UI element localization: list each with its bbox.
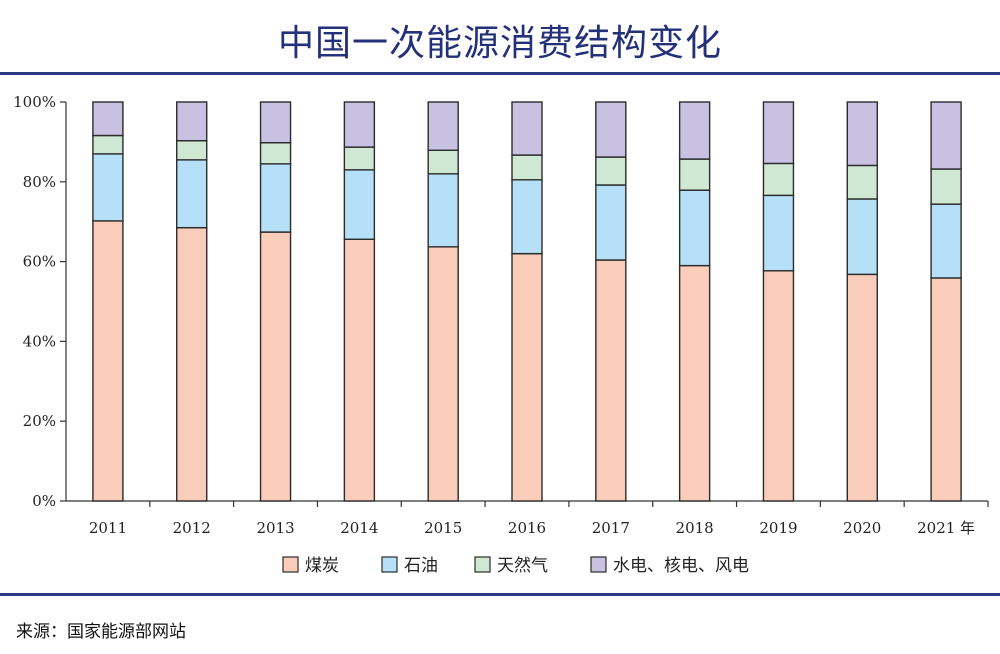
x-tick-label: 2019 xyxy=(759,519,797,537)
bar-segment-2 xyxy=(762,162,795,197)
bar-segment-3 xyxy=(511,101,543,156)
bar-segment-0 xyxy=(678,264,711,502)
bar-segment-1 xyxy=(259,163,292,233)
x-tick-label: 2018 xyxy=(676,519,714,537)
bar-segment-0 xyxy=(930,277,962,502)
bar-segment-2 xyxy=(678,158,711,191)
chart-legend: 煤炭 石油 天然气 水电、核电、风电 xyxy=(282,556,749,576)
x-tick-label: 2014 xyxy=(340,519,378,537)
bar-segment-1 xyxy=(595,184,627,261)
bar-segment-1 xyxy=(427,173,459,248)
source-note: 来源：国家能源部网站 xyxy=(16,622,186,642)
x-tick-label: 2021 年 xyxy=(917,519,975,537)
bar-segment-3 xyxy=(846,101,878,167)
bar-segment-3 xyxy=(259,101,292,144)
legend-swatch-3 xyxy=(590,556,607,573)
bar-segment-3 xyxy=(176,101,208,142)
bar-segment-0 xyxy=(846,273,878,502)
bar-segment-1 xyxy=(176,159,208,229)
bar-segment-2 xyxy=(595,156,627,186)
bar-segment-2 xyxy=(427,149,459,175)
bar-segment-1 xyxy=(678,189,711,267)
bar-segment-2 xyxy=(846,164,878,200)
bar-segment-1 xyxy=(762,194,795,272)
bar-segment-3 xyxy=(678,101,711,160)
bar-segment-0 xyxy=(343,238,376,502)
bar-segment-2 xyxy=(92,134,124,155)
y-tick-label: 60% xyxy=(23,253,56,271)
y-tick-label: 0% xyxy=(32,492,56,510)
x-tick-label: 2017 xyxy=(592,519,630,537)
bar-segment-0 xyxy=(176,226,208,502)
legend-label-3: 水电、核电、风电 xyxy=(613,556,749,576)
y-tick-label: 80% xyxy=(23,173,56,191)
bar-segment-0 xyxy=(92,220,124,502)
bar-segment-1 xyxy=(846,198,878,276)
bar-segment-3 xyxy=(343,101,376,148)
bar-segment-2 xyxy=(176,140,208,161)
bar-segment-2 xyxy=(259,141,292,165)
bar-segment-1 xyxy=(930,203,962,279)
bar-segment-0 xyxy=(595,259,627,502)
bottom-divider xyxy=(0,593,1000,596)
chart-bars xyxy=(92,101,962,502)
bar-segment-1 xyxy=(343,169,376,240)
stacked-bar-chart: 2011 2012 2013 2014 2015 2016 2017 2018 2019 2020… xyxy=(13,93,989,576)
y-tick-label: 40% xyxy=(23,332,56,350)
bar-segment-3 xyxy=(762,101,795,165)
legend-label-2: 天然气 xyxy=(497,556,548,576)
bar-segment-3 xyxy=(92,101,124,137)
x-tick-label: 2013 xyxy=(256,519,294,537)
y-tick-labels: 0% 20% 40% 60% 80% 100% xyxy=(13,93,56,510)
x-tick-labels: 2011 2012 2013 2014 2015 2016 2017 2018 2019 2020… xyxy=(89,519,975,537)
bar-segment-1 xyxy=(511,179,543,255)
y-tick-label: 20% xyxy=(23,412,56,430)
bar-segment-0 xyxy=(259,231,292,502)
top-divider xyxy=(0,72,1000,75)
bar-segment-2 xyxy=(511,154,543,181)
legend-swatch-0 xyxy=(282,556,299,573)
x-tick-label: 2020 xyxy=(843,519,881,537)
y-tick-label: 100% xyxy=(13,93,56,111)
x-tick-label: 2015 xyxy=(424,519,462,537)
chart-title: 中国一次能源消费结构变化 xyxy=(277,23,722,64)
bar-segment-0 xyxy=(511,252,543,502)
bar-segment-0 xyxy=(427,246,459,502)
bar-segment-3 xyxy=(930,101,962,170)
legend-swatch-1 xyxy=(381,556,398,573)
x-tick-label: 2012 xyxy=(173,519,211,537)
legend-label-1: 石油 xyxy=(404,556,438,576)
legend-label-0: 煤炭 xyxy=(305,556,339,576)
bar-segment-2 xyxy=(343,146,376,171)
bar-segment-1 xyxy=(92,153,124,222)
bar-segment-3 xyxy=(595,101,627,158)
bar-segment-0 xyxy=(762,270,795,502)
legend-swatch-2 xyxy=(474,556,491,573)
x-tick-label: 2011 xyxy=(89,519,127,537)
bar-segment-3 xyxy=(427,101,459,151)
bar-segment-2 xyxy=(930,168,962,205)
x-tick-label: 2016 xyxy=(508,519,546,537)
